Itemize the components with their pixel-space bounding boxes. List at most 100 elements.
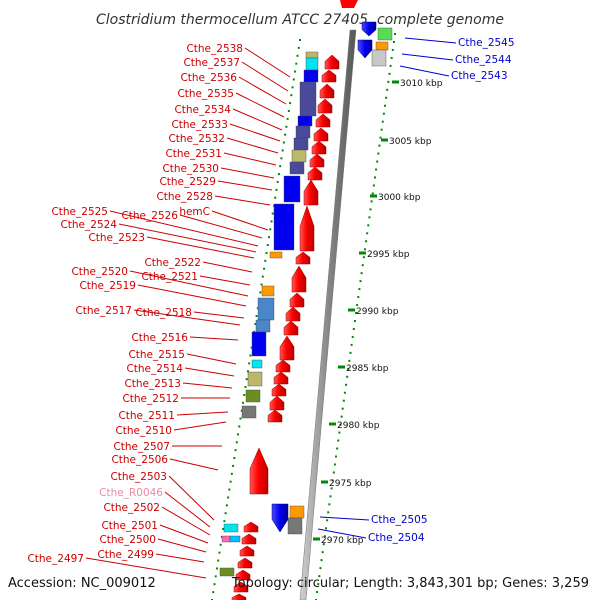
- forward-gene[interactable]: [307, 166, 323, 181]
- reverse-gene[interactable]: [297, 115, 313, 127]
- gene-label[interactable]: Cthe_2530: [162, 163, 219, 175]
- gene-label[interactable]: Cthe_2517: [75, 305, 132, 317]
- gene-label[interactable]: Cthe_2529: [159, 176, 216, 188]
- forward-gene[interactable]: [243, 521, 259, 533]
- gene-label[interactable]: Cthe_2536: [180, 72, 237, 84]
- gene-label[interactable]: Cthe_2519: [79, 280, 136, 292]
- gene-label[interactable]: Cthe_2544: [455, 54, 512, 66]
- forward-gene[interactable]: [313, 127, 329, 142]
- gene-label[interactable]: Cthe_2532: [168, 133, 225, 145]
- gene-label[interactable]: Cthe_2520: [71, 266, 128, 278]
- forward-gene[interactable]: [239, 545, 255, 557]
- gene-label[interactable]: Cthe_2533: [171, 119, 228, 131]
- forward-gene[interactable]: [321, 69, 337, 83]
- reverse-gene[interactable]: [255, 319, 271, 333]
- forward-gene[interactable]: [299, 205, 315, 252]
- forward-gene[interactable]: [317, 98, 333, 114]
- gene-label[interactable]: Cthe_2501: [101, 520, 158, 532]
- gene-box[interactable]: [245, 389, 261, 403]
- forward-gene[interactable]: [241, 533, 257, 545]
- gene-label[interactable]: Cthe_2514: [126, 363, 183, 375]
- forward-gene[interactable]: [319, 83, 335, 99]
- reverse-gene[interactable]: [357, 39, 373, 59]
- gene-box[interactable]: [291, 149, 307, 163]
- gene-label[interactable]: Cthe_2535: [177, 88, 234, 100]
- reverse-gene[interactable]: [257, 297, 275, 321]
- reverse-gene[interactable]: [293, 137, 309, 151]
- gene-label[interactable]: Cthe_2513: [124, 378, 181, 390]
- forward-gene[interactable]: [295, 251, 311, 265]
- forward-gene[interactable]: [271, 383, 287, 397]
- gene-box[interactable]: [223, 523, 239, 533]
- gene-label[interactable]: Cthe_2506: [111, 454, 168, 466]
- gene-label[interactable]: Cthe_2507: [113, 441, 170, 453]
- gene-label[interactable]: Cthe_2500: [99, 534, 156, 546]
- gene-label[interactable]: Cthe_2523: [88, 232, 145, 244]
- forward-gene[interactable]: [231, 593, 247, 600]
- forward-gene[interactable]: [273, 371, 289, 385]
- gene-label[interactable]: Cthe_2512: [122, 393, 179, 405]
- gene-label[interactable]: Cthe_2526: [121, 210, 178, 222]
- gene-box[interactable]: [305, 57, 319, 71]
- gene-box[interactable]: [305, 51, 319, 59]
- gene-label[interactable]: Cthe_2528: [156, 191, 213, 203]
- gene-label[interactable]: hemC: [179, 206, 210, 218]
- forward-gene[interactable]: [303, 179, 319, 206]
- forward-gene[interactable]: [324, 54, 340, 70]
- gene-box[interactable]: [241, 405, 257, 419]
- gene-label[interactable]: Cthe_2510: [115, 425, 172, 437]
- forward-gene[interactable]: [237, 557, 253, 569]
- forward-gene[interactable]: [315, 113, 331, 128]
- forward-gene[interactable]: [311, 140, 327, 155]
- gene-label[interactable]: Cthe_2521: [141, 271, 198, 283]
- gene-label[interactable]: Cthe_2497: [27, 553, 84, 565]
- forward-gene[interactable]: [267, 409, 283, 423]
- gene-label[interactable]: Cthe_2503: [110, 471, 167, 483]
- gene-box[interactable]: [229, 535, 241, 543]
- gene-label[interactable]: Cthe_2518: [135, 307, 192, 319]
- gene-box[interactable]: [219, 567, 235, 577]
- forward-gene[interactable]: [285, 306, 301, 322]
- forward-gene[interactable]: [279, 335, 295, 361]
- gene-label[interactable]: Cthe_2515: [128, 349, 185, 361]
- forward-gene[interactable]: [309, 153, 325, 168]
- gene-label[interactable]: Cthe_2524: [60, 219, 117, 231]
- gene-box[interactable]: [247, 371, 263, 387]
- reverse-gene[interactable]: [283, 175, 301, 203]
- forward-gene[interactable]: [249, 447, 269, 495]
- gene-box[interactable]: [269, 251, 283, 259]
- gene-box[interactable]: [251, 359, 263, 369]
- gene-label[interactable]: Cthe_2505: [371, 514, 428, 526]
- reverse-gene[interactable]: [273, 203, 295, 251]
- reverse-gene[interactable]: [289, 161, 305, 175]
- forward-gene[interactable]: [233, 581, 249, 593]
- gene-label[interactable]: Cthe_2522: [144, 257, 201, 269]
- reverse-gene[interactable]: [303, 69, 319, 83]
- gene-label[interactable]: Cthe_2531: [165, 148, 222, 160]
- gene-box[interactable]: [261, 285, 275, 297]
- forward-gene[interactable]: [235, 569, 251, 581]
- gene-label[interactable]: Cthe_2534: [174, 104, 231, 116]
- gene-box[interactable]: [371, 49, 387, 67]
- gene-box[interactable]: [287, 517, 303, 535]
- reverse-gene[interactable]: [271, 503, 289, 533]
- rna-gene[interactable]: [221, 535, 231, 543]
- forward-gene[interactable]: [291, 265, 307, 293]
- gene-box[interactable]: [289, 505, 305, 519]
- gene-label[interactable]: Cthe_2525: [51, 206, 108, 218]
- reverse-gene[interactable]: [361, 21, 377, 37]
- forward-gene[interactable]: [283, 320, 299, 336]
- forward-gene[interactable]: [269, 395, 285, 411]
- reverse-gene[interactable]: [295, 125, 311, 139]
- forward-gene[interactable]: [289, 292, 305, 308]
- gene-label[interactable]: Cthe_2504: [368, 532, 425, 544]
- gene-label[interactable]: Cthe_2511: [118, 410, 175, 422]
- rna-label[interactable]: Cthe_R0046: [99, 487, 163, 499]
- gene-label[interactable]: Cthe_2516: [131, 332, 188, 344]
- reverse-gene[interactable]: [299, 81, 317, 117]
- gene-label[interactable]: Cthe_2543: [451, 70, 508, 82]
- gene-box[interactable]: [375, 41, 389, 51]
- gene-box[interactable]: [377, 27, 393, 41]
- reverse-gene[interactable]: [251, 331, 267, 357]
- gene-label[interactable]: Cthe_2502: [103, 502, 160, 514]
